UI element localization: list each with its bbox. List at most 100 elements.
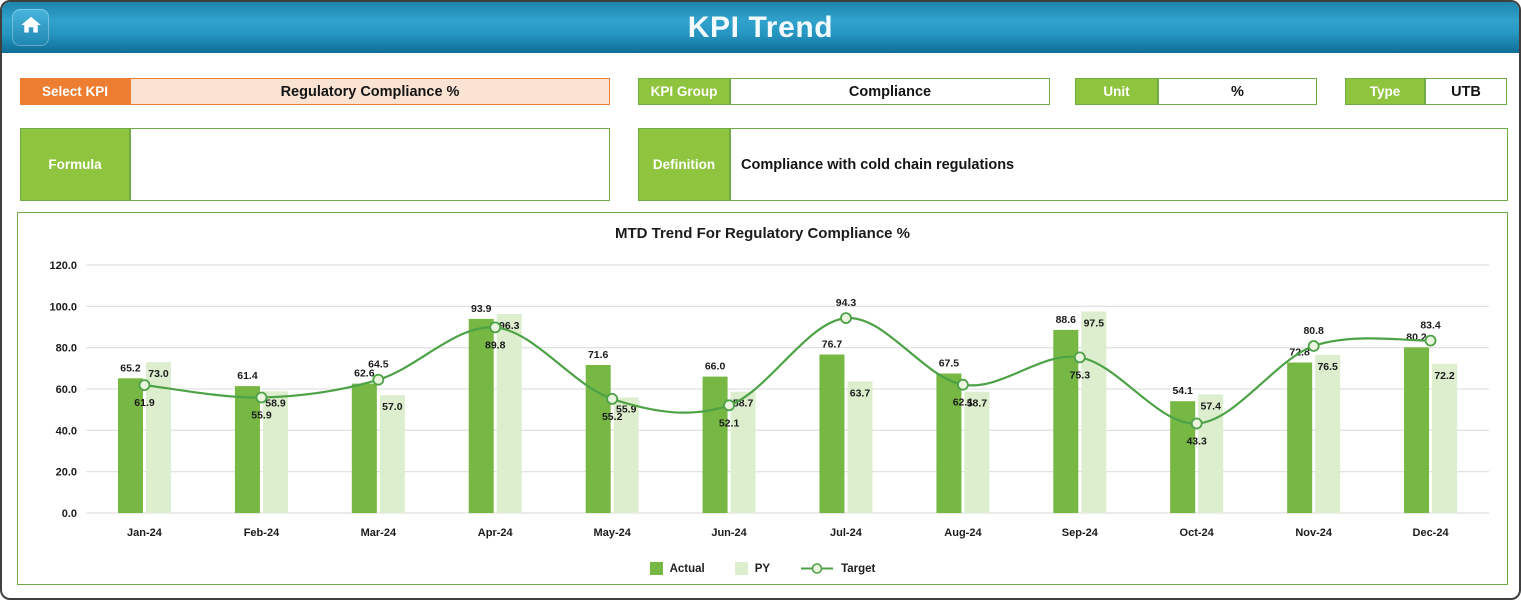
legend-label-py: PY <box>754 562 771 575</box>
legend-label-target: Target <box>841 562 876 575</box>
x-axis-label: Aug-24 <box>944 527 982 539</box>
svg-text:100.0: 100.0 <box>49 301 77 313</box>
chart-panel: MTD Trend For Regulatory Compliance % 0.… <box>17 212 1508 585</box>
bar-actual <box>702 376 728 513</box>
py-data-label: 96.3 <box>499 320 520 332</box>
actual-data-label: 66.0 <box>705 361 726 373</box>
target-data-label: 43.3 <box>1186 436 1207 448</box>
bar-actual <box>585 365 611 513</box>
target-data-label: 55.9 <box>251 410 272 422</box>
x-axis-label: Sep-24 <box>1062 527 1099 539</box>
target-marker <box>1424 334 1437 347</box>
kpi-trend-chart: 0.0 20.0 40.0 60.0 80.0 100.0 120.0 65.2 73.0 Jan… <box>49 260 1489 539</box>
target-data-label: 83.4 <box>1420 320 1441 332</box>
py-data-label: 72.2 <box>1434 370 1455 382</box>
target-data-label: 80.8 <box>1303 325 1324 337</box>
py-data-label: 73.0 <box>148 368 169 380</box>
bar-actual <box>351 383 377 513</box>
legend-item-target: Target <box>800 562 875 575</box>
x-axis-label: Nov-24 <box>1295 527 1333 539</box>
target-line <box>144 316 1431 425</box>
actual-data-label: 80.2 <box>1406 331 1427 343</box>
bar-py <box>964 391 990 513</box>
svg-text:80.0: 80.0 <box>56 343 77 355</box>
target-marker <box>1190 417 1203 430</box>
x-axis-label: Jul-24 <box>830 527 863 539</box>
bar-py <box>1198 394 1224 513</box>
bar-py <box>1432 363 1458 513</box>
home-icon <box>19 13 43 42</box>
target-data-label: 64.5 <box>368 359 389 371</box>
x-axis-label: Jun-24 <box>711 527 747 539</box>
target-data-label: 61.9 <box>134 397 155 409</box>
py-data-label: 58.7 <box>967 398 988 410</box>
actual-swatch-icon <box>649 562 663 575</box>
unit-value: % <box>1158 78 1317 105</box>
bar-py <box>1315 354 1341 513</box>
py-data-label: 57.0 <box>382 401 403 413</box>
target-data-label: 94.3 <box>836 297 857 309</box>
target-line-swatch-icon <box>800 562 834 575</box>
target-marker <box>1307 340 1320 352</box>
unit-label: Unit <box>1075 78 1158 105</box>
target-marker <box>255 391 268 404</box>
target-marker <box>957 378 969 391</box>
bar-py <box>1081 311 1107 513</box>
header-bar: KPI Trend <box>2 2 1519 53</box>
page-title: KPI Trend <box>687 10 834 44</box>
definition-value: Compliance with cold chain regulations <box>730 128 1508 201</box>
bar-actual <box>1053 329 1079 513</box>
home-button[interactable] <box>12 9 49 46</box>
target-marker <box>372 373 385 386</box>
target-data-label: 52.1 <box>719 417 740 429</box>
target-data-label: 89.8 <box>485 339 506 351</box>
target-marker <box>723 399 735 412</box>
actual-data-label: 67.5 <box>939 358 960 370</box>
py-data-label: 76.5 <box>1317 361 1338 373</box>
type-label: Type <box>1345 78 1425 105</box>
x-axis-label: Apr-24 <box>478 527 514 539</box>
formula-label: Formula <box>20 128 130 201</box>
bar-py <box>613 397 639 513</box>
formula-value <box>130 128 610 201</box>
py-data-label: 97.5 <box>1084 318 1105 330</box>
x-axis-label: Feb-24 <box>244 527 280 539</box>
py-data-label: 58.7 <box>733 398 754 410</box>
definition-label: Definition <box>638 128 730 201</box>
actual-data-label: 65.2 <box>120 362 141 374</box>
bar-actual <box>1170 401 1196 513</box>
target-marker <box>1073 351 1086 364</box>
bar-py <box>730 391 756 513</box>
select-kpi-dropdown[interactable]: Regulatory Compliance % <box>130 78 610 105</box>
chart-legend: Actual PY Target <box>18 562 1507 575</box>
bar-actual <box>117 378 143 513</box>
svg-text:0.0: 0.0 <box>62 508 77 520</box>
bar-py <box>262 391 288 513</box>
legend-item-py: PY <box>734 562 771 575</box>
x-axis-label: Oct-24 <box>1180 527 1215 539</box>
actual-data-label: 62.6 <box>354 368 375 380</box>
target-data-label: 75.3 <box>1070 369 1091 381</box>
bar-actual <box>1404 347 1430 513</box>
svg-text:40.0: 40.0 <box>56 425 77 437</box>
bar-actual <box>936 373 962 513</box>
x-axis-label: Dec-24 <box>1413 527 1450 539</box>
target-marker <box>840 312 852 324</box>
bar-actual <box>234 386 260 513</box>
select-kpi-label: Select KPI <box>20 78 130 105</box>
kpi-group-value: Compliance <box>730 78 1050 105</box>
target-marker <box>138 379 151 392</box>
py-swatch-icon <box>734 562 748 575</box>
bar-actual <box>819 354 845 513</box>
kpi-group-label: KPI Group <box>638 78 730 105</box>
bar-py <box>496 314 522 513</box>
bar-actual <box>468 318 494 513</box>
target-data-label: 55.2 <box>602 411 623 423</box>
target-data-label: 62.1 <box>953 397 974 409</box>
chart-canvas: 0.0 20.0 40.0 60.0 80.0 100.0 120.0 65.2 73.0 Jan… <box>20 253 1505 553</box>
actual-data-label: 76.7 <box>822 339 843 351</box>
py-data-label: 58.9 <box>265 397 286 409</box>
legend-label-actual: Actual <box>669 562 705 575</box>
type-value: UTB <box>1425 78 1507 105</box>
